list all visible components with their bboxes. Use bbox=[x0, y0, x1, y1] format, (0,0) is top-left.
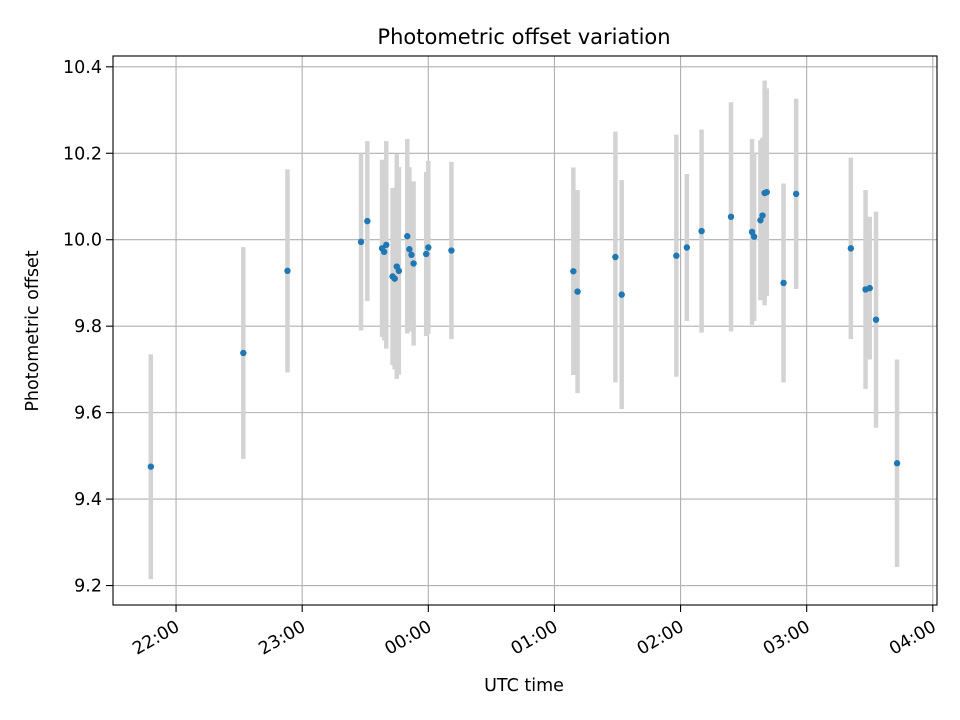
y-tick-label: 9.4 bbox=[74, 490, 102, 510]
y-tick: 10.2 bbox=[63, 144, 113, 164]
y-axis: 9.2 9.4 9.6 9.8 10.0 10.2 10.4 bbox=[63, 58, 113, 597]
chart-title: Photometric offset variation bbox=[377, 25, 670, 49]
y-tick: 10.0 bbox=[63, 231, 113, 251]
data-point bbox=[570, 268, 577, 275]
data-point bbox=[406, 246, 413, 253]
data-point bbox=[866, 284, 873, 292]
y-tick-label: 10.0 bbox=[63, 231, 102, 251]
data-point bbox=[727, 213, 735, 221]
data-point bbox=[395, 267, 403, 275]
data-point bbox=[240, 349, 247, 357]
data-point bbox=[448, 247, 455, 254]
y-tick: 10.4 bbox=[63, 58, 113, 78]
y-tick-label: 10.4 bbox=[63, 58, 102, 78]
data-point bbox=[893, 460, 901, 467]
data-point bbox=[872, 316, 880, 323]
data-point bbox=[357, 238, 365, 246]
data-point bbox=[423, 250, 430, 258]
data-point bbox=[683, 244, 691, 251]
x-axis-label: UTC time bbox=[484, 676, 564, 696]
data-point bbox=[763, 188, 770, 196]
y-tick: 9.8 bbox=[74, 317, 113, 337]
data-points bbox=[147, 188, 901, 470]
data-point bbox=[759, 212, 766, 219]
y-tick-label: 9.2 bbox=[74, 577, 102, 597]
data-point bbox=[147, 463, 155, 470]
data-point bbox=[404, 233, 411, 240]
data-point bbox=[425, 244, 432, 251]
data-point bbox=[673, 252, 680, 259]
gridlines bbox=[113, 56, 937, 605]
data-point bbox=[612, 253, 619, 261]
data-point bbox=[284, 267, 291, 275]
data-point bbox=[391, 275, 398, 282]
data-point bbox=[618, 291, 625, 298]
data-point bbox=[847, 245, 855, 252]
y-tick-label: 9.8 bbox=[74, 317, 102, 337]
data-point bbox=[380, 248, 388, 256]
y-tick: 9.4 bbox=[74, 490, 113, 510]
data-point bbox=[410, 260, 417, 267]
data-point bbox=[383, 241, 390, 249]
data-point bbox=[780, 279, 787, 287]
y-tick-label: 9.6 bbox=[74, 404, 102, 424]
data-point bbox=[792, 190, 800, 198]
data-point bbox=[574, 288, 581, 295]
y-tick: 9.6 bbox=[74, 404, 113, 424]
data-point bbox=[698, 227, 705, 235]
data-point bbox=[364, 217, 371, 225]
data-point bbox=[408, 251, 415, 259]
data-point bbox=[750, 233, 758, 240]
plot-area-frame bbox=[112, 55, 938, 606]
y-axis-label: Photometric offset bbox=[23, 250, 43, 411]
y-tick: 9.2 bbox=[74, 577, 113, 597]
y-tick-label: 10.2 bbox=[63, 144, 102, 164]
